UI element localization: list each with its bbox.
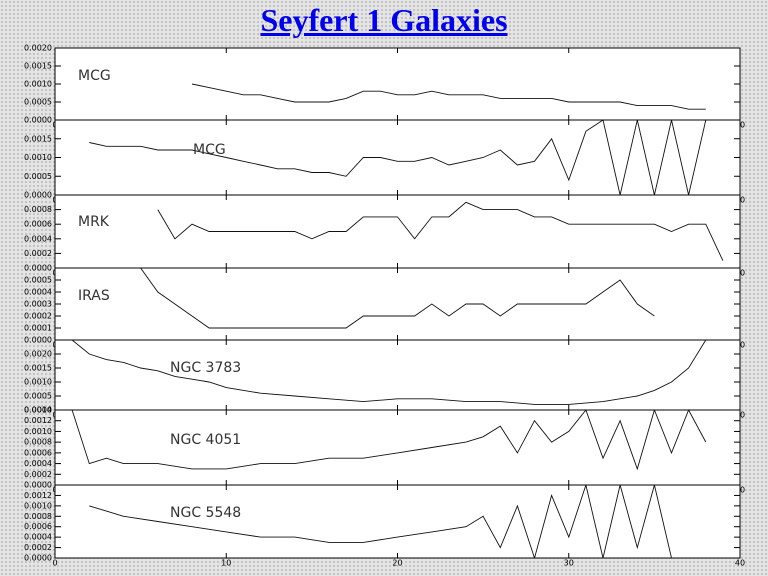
y-tick-label: 0.0000 bbox=[24, 336, 52, 345]
y-tick-label: 0.0020 bbox=[24, 350, 52, 359]
panel-plot bbox=[140, 268, 655, 329]
y-tick-label: 0.0006 bbox=[24, 220, 52, 229]
x-tick-label: 30 bbox=[564, 559, 574, 568]
y-tick-label: 0.0004 bbox=[24, 533, 52, 542]
y-tick-label: 0.0010 bbox=[24, 378, 52, 387]
y-tick-label: 0.0010 bbox=[24, 153, 52, 162]
panel bbox=[54, 409, 741, 486]
y-tick-label: 0.0005 bbox=[24, 276, 52, 285]
x-tick-label: 0 bbox=[52, 559, 57, 568]
panel bbox=[54, 339, 741, 411]
y-tick-label: 0.0002 bbox=[24, 249, 52, 258]
y-tick-label: 0.0015 bbox=[24, 134, 52, 143]
spectrum-line bbox=[71, 340, 707, 405]
panel-plot bbox=[157, 201, 724, 261]
panel bbox=[54, 47, 741, 121]
panel-plot bbox=[71, 410, 707, 471]
panel-label: MRK bbox=[78, 214, 110, 230]
x-tick-label: 40 bbox=[735, 559, 745, 568]
y-tick-label: 0.0002 bbox=[24, 470, 52, 479]
spectrum-line bbox=[157, 201, 724, 261]
y-tick-label: 0.0002 bbox=[24, 312, 52, 321]
y-tick-label: 0.0000 bbox=[24, 406, 52, 415]
panel-label: NGC 4051 bbox=[170, 432, 241, 448]
y-tick-label: 0.0004 bbox=[24, 288, 52, 297]
panel-plot bbox=[191, 83, 706, 110]
y-tick-label: 0.0008 bbox=[24, 205, 52, 214]
y-tick-label: 0.0000 bbox=[24, 554, 52, 563]
panel bbox=[54, 484, 741, 559]
y-tick-label: 0.0005 bbox=[24, 98, 52, 107]
y-tick-label: 0.0000 bbox=[24, 191, 52, 200]
panel-label: IRAS bbox=[78, 288, 110, 304]
spectrum-line bbox=[191, 83, 706, 110]
y-tick-label: 0.0010 bbox=[24, 80, 52, 89]
panel bbox=[54, 194, 741, 269]
panel-plot bbox=[89, 120, 707, 195]
y-tick-label: 0.0010 bbox=[24, 427, 52, 436]
panel-label: MCG bbox=[193, 142, 226, 158]
y-tick-label: 0.0012 bbox=[24, 491, 52, 500]
y-tick-label: 0.0002 bbox=[24, 543, 52, 552]
x-tick-label: 10 bbox=[221, 559, 231, 568]
spectrum-line bbox=[71, 410, 707, 471]
y-tick-label: 0.0005 bbox=[24, 172, 52, 181]
y-tick-label: 0.0014 bbox=[24, 406, 52, 415]
x-tick-label: 20 bbox=[392, 559, 402, 568]
y-tick-label: 0.0006 bbox=[24, 448, 52, 457]
y-tick-label: 0.0005 bbox=[24, 392, 52, 401]
y-tick-label: 0.0004 bbox=[24, 459, 52, 468]
y-tick-label: 0.0008 bbox=[24, 438, 52, 447]
y-tick-label: 0.0000 bbox=[24, 116, 52, 125]
y-tick-label: 0.0015 bbox=[24, 364, 52, 373]
y-tick-label: 0.0008 bbox=[24, 512, 52, 521]
y-tick-label: 0.0006 bbox=[24, 522, 52, 531]
y-tick-label: 0.0000 bbox=[24, 264, 52, 273]
y-tick-label: 0.0020 bbox=[24, 44, 52, 53]
panel-plot bbox=[89, 485, 672, 558]
panel-label: NGC 5548 bbox=[170, 505, 241, 521]
spectrum-line bbox=[89, 120, 707, 195]
y-tick-label: 0.0010 bbox=[24, 501, 52, 510]
y-tick-label: 0.0000 bbox=[24, 481, 52, 490]
spectrum-line bbox=[89, 485, 672, 558]
spectrum-line bbox=[140, 268, 655, 329]
panel-label: MCG bbox=[78, 68, 111, 84]
panel-label: NGC 3783 bbox=[170, 360, 241, 376]
panel bbox=[54, 267, 741, 341]
y-tick-label: 0.0004 bbox=[24, 234, 52, 243]
y-tick-label: 0.0001 bbox=[24, 324, 52, 333]
page-title[interactable]: Seyfert 1 Galaxies bbox=[260, 2, 508, 38]
y-tick-label: 0.0015 bbox=[24, 62, 52, 71]
y-tick-label: 0.0012 bbox=[24, 416, 52, 425]
panel bbox=[54, 119, 741, 196]
y-tick-label: 0.0003 bbox=[24, 300, 52, 309]
panel-plot bbox=[71, 340, 707, 405]
